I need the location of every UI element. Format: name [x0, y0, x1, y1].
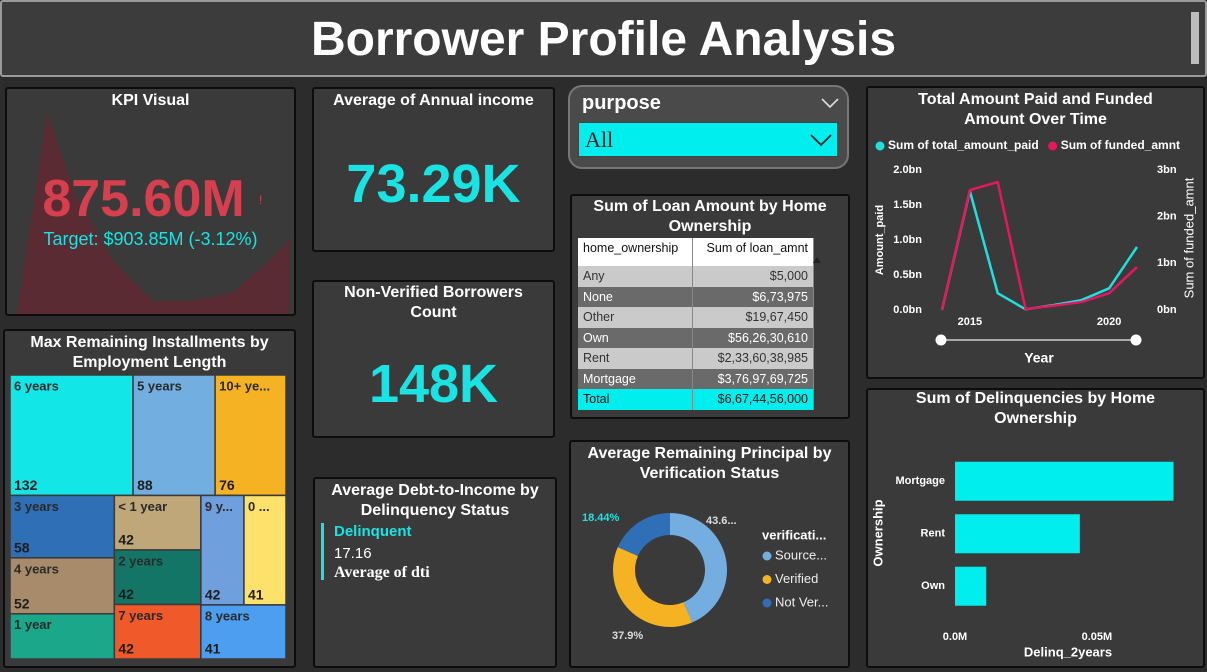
column-header: Sum of loan_amnt — [692, 238, 821, 266]
dti-value: 17.16 — [334, 545, 372, 562]
table-cell: $2,33,60,38,985 — [692, 348, 815, 369]
table-cell: Own — [578, 327, 693, 348]
header-bar: Borrower Profile Analysis — [0, 0, 1207, 77]
table-cell: Mortgage — [578, 368, 693, 389]
table-row: Own $56,26,30,610 — [578, 327, 815, 348]
kpi-title: KPI Visual — [111, 92, 190, 109]
card-panel: Non-Verified Borrowers Count 148K — [312, 280, 555, 438]
chevron — [810, 134, 832, 147]
column-header: home_ownership — [578, 238, 693, 266]
slicer-title: purpose — [582, 92, 661, 114]
donut-panel: Average Remaining Principal by Verificat… — [569, 440, 850, 668]
slicer-dropdown[interactable]: All — [578, 122, 838, 157]
kpi-target: Target: $903.85M (-3.12%) — [43, 229, 258, 249]
card-panel: Average of Annual income 73.29K — [312, 87, 555, 252]
card-value: 73.29K — [346, 154, 521, 214]
table-row: Rent $2,33,60,38,985 — [578, 348, 815, 369]
table-panel: Sum of Loan Amount by Home Ownership hom… — [570, 194, 850, 419]
slicer-selected: All — [585, 127, 614, 152]
total-cell: $6,67,44,56,000 — [692, 389, 815, 410]
dti-category: Delinquent — [334, 523, 412, 540]
total-cell: Total — [578, 389, 693, 410]
line-title: Total Amount Paid and Funded Amount Over… — [918, 91, 1153, 128]
trend-area — [17, 113, 290, 314]
accent-bar — [321, 523, 324, 580]
table-cell: $56,26,30,610 — [692, 327, 815, 348]
treemap-panel: Max Remaining Installments by Employment… — [3, 329, 296, 668]
bar-title: Sum of Delinquencies by Home Ownership — [915, 390, 1156, 427]
table-cell: Any — [578, 266, 693, 287]
line-panel: Total Amount Paid and Funded Amount Over… — [866, 86, 1205, 379]
card-value: 148K — [368, 354, 499, 414]
sort-icon — [812, 257, 821, 263]
table-cell: Other — [578, 307, 693, 328]
data-table: home_ownership Sum of loan_amnt Any $5,000 N… — [578, 238, 821, 410]
slicer: purpose All — [568, 85, 849, 169]
header-row: home_ownership Sum of loan_amnt — [578, 238, 821, 266]
total-row: Total $6,67,44,56,000 — [578, 389, 815, 410]
kpi-trend — [17, 113, 290, 314]
page-title: Borrower Profile Analysis — [310, 13, 897, 66]
table-cell: $6,73,975 — [692, 286, 815, 307]
bar-panel: Sum of Delinquencies by Home Ownership — [866, 388, 1205, 668]
sort-arrow — [812, 257, 821, 263]
table-cell: $19,67,450 — [692, 307, 815, 328]
dti-panel: Average Debt-to-Income by Delinquency St… — [313, 477, 557, 668]
table-cell: None — [578, 286, 693, 307]
table-cell: Rent — [578, 348, 693, 369]
table-title: Sum of Loan Amount by Home Ownership — [593, 198, 827, 235]
scrollbar — [1191, 12, 1199, 64]
table-row: Other $19,67,450 — [578, 307, 815, 328]
kpi-value: 875.60M — [42, 170, 245, 228]
treemap-title: Max Remaining Installments by Employment… — [30, 334, 269, 371]
table-cell: $5,000 — [692, 266, 815, 287]
donut-title: Average Remaining Principal by Verificat… — [587, 445, 832, 482]
table-row: Mortgage $3,76,97,69,725 — [578, 368, 815, 389]
card-title: Average of Annual income — [333, 92, 534, 109]
chevron — [821, 98, 839, 109]
table-row: Any $5,000 — [578, 266, 815, 287]
kpi-alert: ! — [259, 193, 263, 207]
card-title: Non-Verified Borrowers Count — [344, 284, 523, 321]
table-cell: $3,76,97,69,725 — [692, 368, 815, 389]
dti-label: Average of dti — [334, 564, 430, 581]
dti-title: Average Debt-to-Income by Delinquency St… — [331, 482, 539, 519]
kpi-panel: KPI Visual 875.60M ! Target: $903.85M (-… — [5, 87, 296, 316]
table-row: None $6,73,975 — [578, 286, 815, 307]
